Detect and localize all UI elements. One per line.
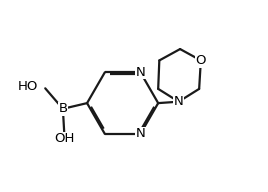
Text: N: N: [136, 66, 145, 79]
Text: N: N: [136, 127, 145, 140]
Text: OH: OH: [54, 132, 75, 146]
Text: N: N: [174, 95, 184, 108]
Text: O: O: [196, 54, 206, 67]
Text: B: B: [58, 102, 68, 115]
Text: HO: HO: [18, 79, 38, 93]
